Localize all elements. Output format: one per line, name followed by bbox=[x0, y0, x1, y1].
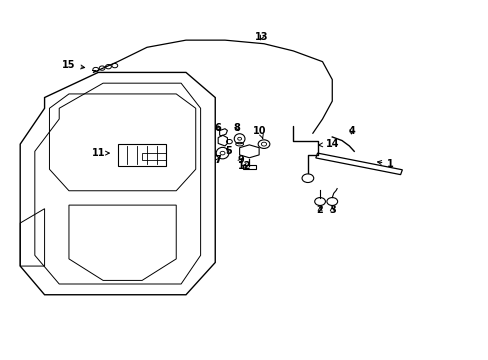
Text: 15: 15 bbox=[62, 60, 84, 70]
Text: 12: 12 bbox=[237, 161, 251, 171]
Text: 7: 7 bbox=[214, 155, 221, 165]
Text: 5: 5 bbox=[225, 146, 232, 156]
Text: 14: 14 bbox=[318, 139, 338, 149]
Text: 8: 8 bbox=[233, 123, 240, 133]
Text: 9: 9 bbox=[237, 155, 244, 165]
Text: 13: 13 bbox=[254, 32, 268, 42]
Text: 10: 10 bbox=[253, 126, 266, 139]
Text: 1: 1 bbox=[377, 159, 393, 169]
Text: 2: 2 bbox=[316, 206, 323, 216]
Text: 4: 4 bbox=[347, 126, 354, 135]
Text: 11: 11 bbox=[91, 148, 109, 158]
Text: 6: 6 bbox=[214, 123, 221, 133]
Text: 3: 3 bbox=[328, 206, 335, 216]
